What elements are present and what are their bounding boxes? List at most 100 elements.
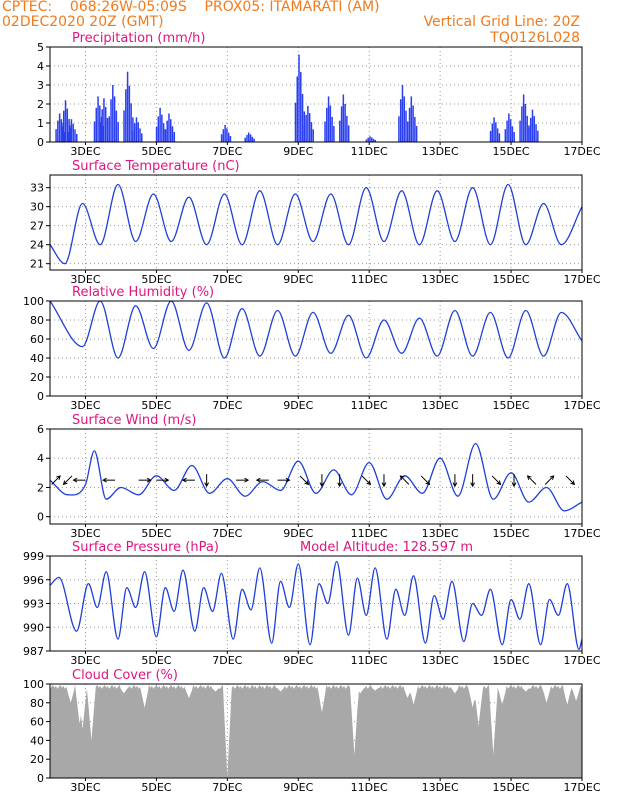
x-tick-label: 3DEC — [70, 781, 100, 794]
precip-bar — [112, 85, 114, 142]
precip-bar — [169, 119, 172, 142]
precip-bar — [108, 116, 111, 142]
precip-bar — [133, 123, 136, 142]
precip-bar — [106, 117, 109, 142]
y-tick-label: 4 — [37, 452, 44, 465]
x-tick-label: 5DEC — [141, 145, 171, 158]
precip-bar — [248, 132, 250, 142]
y-tick-label: 33 — [30, 182, 44, 195]
precip-bar — [246, 134, 248, 142]
precip-bar — [222, 129, 225, 142]
x-tick-label: 3DEC — [70, 527, 100, 540]
y-tick-label: 20 — [30, 753, 44, 766]
y-tick-label: 0 — [37, 136, 44, 149]
x-tick-label: 15DEC — [493, 145, 530, 158]
y-tick-label: 0 — [37, 390, 44, 403]
x-tick-label: 13DEC — [422, 781, 459, 794]
precip-bar — [99, 122, 102, 142]
precip-bar — [253, 138, 255, 142]
wind-vector — [51, 475, 61, 485]
precip-bar — [61, 123, 63, 142]
y-tick-label: 40 — [30, 352, 44, 365]
wind-vector-head — [511, 482, 517, 488]
precip-bar — [132, 117, 134, 142]
precip-bar — [329, 105, 332, 142]
precip-bar — [496, 128, 499, 142]
series-line — [49, 442, 583, 512]
x-tick-label: 7DEC — [212, 273, 242, 286]
precip-bar — [95, 107, 98, 142]
y-tick-label: 990 — [23, 621, 44, 634]
precip-bar — [310, 122, 313, 142]
precip-bar — [339, 120, 341, 142]
wind-vector-head — [146, 477, 152, 483]
wind-vector — [491, 475, 501, 485]
x-tick-label: 17DEC — [563, 654, 600, 667]
precip-bar — [164, 129, 167, 142]
wind-vector-head — [366, 480, 372, 486]
precip-bar — [251, 136, 254, 142]
wind-vector — [565, 475, 575, 485]
precip-bar — [415, 126, 418, 142]
y-tick-label: 60 — [30, 333, 44, 346]
precip-bar — [161, 114, 163, 142]
precip-bar — [491, 123, 494, 142]
precip-bar — [399, 99, 402, 142]
header-station: CPTEC: 068:26W-05:09S PROX05: ITAMARATI … — [2, 0, 380, 15]
y-tick-label: 999 — [23, 550, 44, 563]
x-tick-label: 3DEC — [70, 273, 100, 286]
wind-vector-head — [62, 480, 68, 486]
x-tick-label: 7DEC — [212, 399, 242, 412]
precip-bar — [244, 137, 246, 142]
wind-vector-head — [381, 482, 387, 488]
precip-bar — [407, 121, 409, 142]
precip-bar — [340, 106, 343, 142]
panel-title: Precipitation (mm/h) — [72, 31, 205, 46]
precip-bar — [224, 124, 226, 142]
precip-bar — [408, 107, 411, 142]
wind-vector-head — [570, 480, 576, 486]
y-tick-label: 40 — [30, 734, 44, 747]
precip-bar — [64, 100, 67, 142]
y-tick-label: 27 — [30, 220, 44, 233]
panel-frame — [49, 683, 583, 779]
wind-vector-head — [255, 477, 261, 483]
precip-bar — [249, 134, 252, 142]
x-tick-label: 15DEC — [493, 654, 530, 667]
precip-bar — [296, 76, 298, 142]
precip-bar — [509, 119, 512, 142]
wind-vector-head — [164, 477, 170, 483]
wind-vector-head — [181, 477, 187, 483]
series-line — [49, 560, 583, 651]
precip-bar — [76, 134, 78, 142]
precip-bar — [303, 125, 306, 142]
precip-bar — [57, 120, 59, 142]
precip-bar — [521, 106, 523, 142]
x-tick-label: 13DEC — [422, 399, 459, 412]
panel-frame — [49, 174, 583, 271]
precip-bar — [159, 107, 161, 142]
precip-bar — [117, 122, 119, 142]
precip-bar — [370, 137, 373, 142]
precip-bar — [401, 85, 404, 142]
y-tick-label: 24 — [30, 239, 44, 252]
x-tick-label: 11DEC — [351, 654, 388, 667]
precip-bar — [308, 113, 311, 142]
precip-bar — [374, 140, 377, 142]
precip-bar — [74, 129, 76, 142]
panel-title: Surface Temperature (nC) — [72, 159, 240, 174]
precip-bar — [372, 138, 375, 142]
precip-bar — [157, 116, 160, 142]
precip-bar — [529, 117, 532, 142]
wind-vector — [63, 475, 73, 485]
x-tick-label: 7DEC — [212, 527, 242, 540]
y-tick-label: 2 — [37, 481, 44, 494]
precip-bar — [66, 108, 69, 142]
wind-vector — [420, 475, 430, 485]
x-tick-label: 9DEC — [283, 399, 313, 412]
precip-bar — [139, 128, 141, 142]
precip-bar — [101, 109, 103, 142]
precip-bar — [128, 85, 131, 142]
x-tick-label: 15DEC — [493, 527, 530, 540]
precip-bar — [113, 96, 116, 142]
